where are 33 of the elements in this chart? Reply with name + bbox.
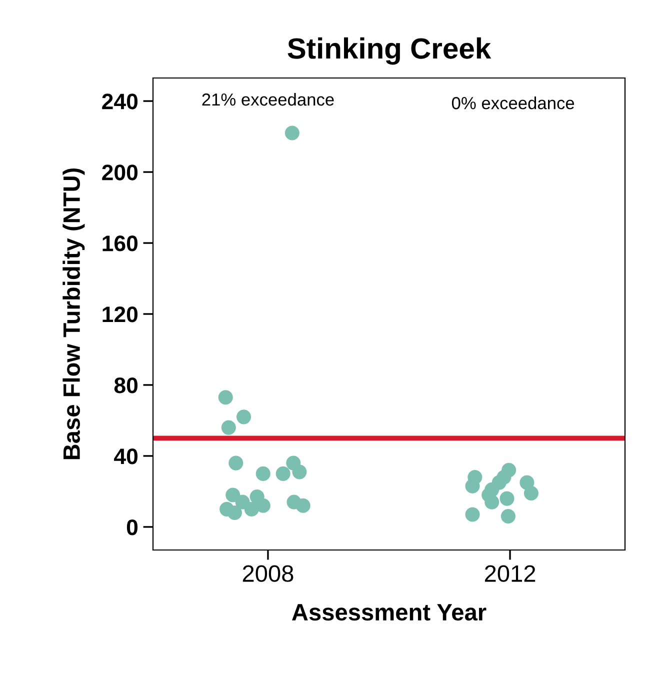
point bbox=[500, 509, 516, 524]
y-tick-label: 80 bbox=[114, 378, 138, 394]
point bbox=[296, 498, 310, 513]
point bbox=[256, 498, 270, 513]
point bbox=[484, 494, 500, 510]
point bbox=[524, 486, 538, 500]
point bbox=[218, 390, 233, 405]
point bbox=[256, 466, 270, 481]
x-tick-label: 2012 bbox=[484, 565, 536, 582]
y-tick-label: 200 bbox=[102, 164, 138, 180]
y-tick-label: 240 bbox=[102, 94, 138, 110]
annotation: 0% exceedance bbox=[452, 96, 574, 110]
point bbox=[228, 456, 244, 470]
y-axis-title: Base Flow Turbidity (NTU) bbox=[62, 168, 85, 460]
point bbox=[292, 464, 307, 480]
point bbox=[226, 488, 240, 502]
y-tick-label: 0 bbox=[126, 519, 138, 536]
point bbox=[465, 507, 480, 522]
y-tick-label: 120 bbox=[102, 306, 138, 322]
point bbox=[284, 126, 300, 140]
y-tick-label: 40 bbox=[114, 448, 138, 464]
point bbox=[500, 491, 514, 506]
x-axis-title: Assessment Year bbox=[292, 604, 486, 621]
chart-title: Stinking Creek bbox=[288, 37, 492, 65]
point bbox=[236, 410, 252, 424]
point bbox=[227, 505, 242, 520]
point bbox=[276, 466, 290, 481]
point bbox=[465, 478, 480, 494]
annotation: 21% exceedance bbox=[202, 92, 334, 106]
point bbox=[244, 502, 259, 516]
point bbox=[221, 420, 236, 435]
y-tick-label: 160 bbox=[102, 236, 138, 252]
x-tick-label: 2008 bbox=[242, 565, 294, 582]
